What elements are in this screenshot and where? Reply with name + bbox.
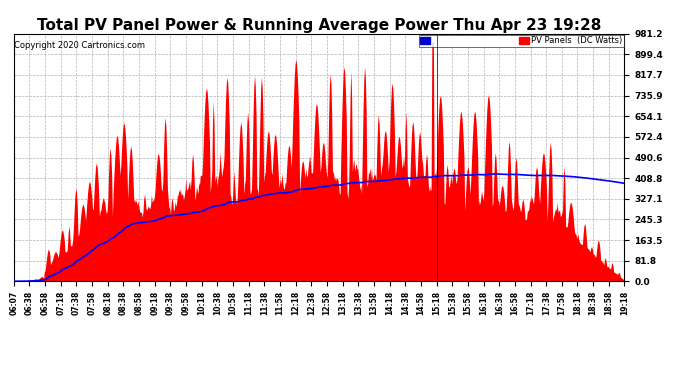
Legend: Average  (DC Watts), PV Panels  (DC Watts): Average (DC Watts), PV Panels (DC Watts) (419, 34, 624, 47)
Text: Copyright 2020 Cartronics.com: Copyright 2020 Cartronics.com (14, 41, 146, 50)
Title: Total PV Panel Power & Running Average Power Thu Apr 23 19:28: Total PV Panel Power & Running Average P… (37, 18, 601, 33)
